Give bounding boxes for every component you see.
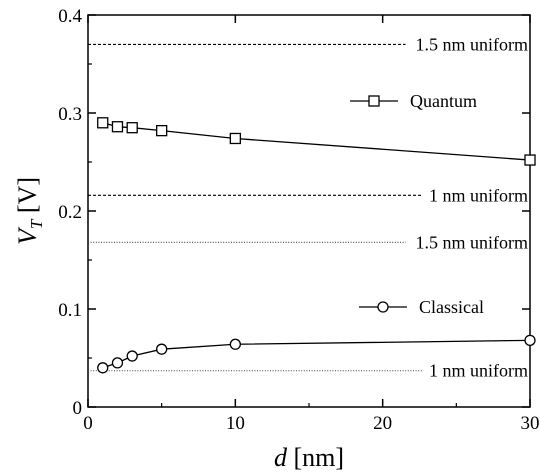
reference-line-label: 1 nm uniform xyxy=(429,361,528,381)
x-tick-label: 0 xyxy=(83,413,93,434)
y-tick-label: 0 xyxy=(73,398,83,419)
x-tick-label: 30 xyxy=(521,413,540,434)
legend-label: Quantum xyxy=(410,91,477,111)
y-axis-title: VT [V] xyxy=(13,177,46,245)
data-point xyxy=(97,362,109,374)
y-tick-label: 0.4 xyxy=(58,6,82,27)
x-tick-label: 10 xyxy=(226,413,245,434)
data-point xyxy=(126,122,138,134)
axis-ticks: 0 10 20 30 0 0.1 0.2 0.3 0.4 xyxy=(58,6,539,434)
y-tick-label: 0.3 xyxy=(58,104,82,125)
data-point xyxy=(156,124,168,137)
data-point xyxy=(111,121,124,133)
data-point xyxy=(126,350,138,362)
data-point xyxy=(524,334,536,347)
plot-frame xyxy=(87,14,531,408)
data-point xyxy=(156,343,168,355)
x-axis-title: d [nm] xyxy=(274,443,344,472)
reference-line-label: 1.5 nm uniform xyxy=(416,232,529,252)
data-point xyxy=(229,338,241,350)
data-point xyxy=(229,132,241,145)
data-point xyxy=(97,117,109,129)
data-point xyxy=(524,154,536,166)
reference-lines: 1.5 nm uniform 1 nm uniform 1.5 nm uniform… xyxy=(88,34,529,381)
legend-marker xyxy=(368,95,380,107)
legend-label: Classical xyxy=(419,297,484,317)
legend: Quantum Classical xyxy=(350,91,484,317)
series-layer xyxy=(97,117,536,374)
y-tick-label: 0.2 xyxy=(58,202,82,223)
legend-marker xyxy=(377,301,389,313)
data-point xyxy=(111,357,124,369)
reference-line-label: 1.5 nm uniform xyxy=(416,34,529,54)
x-tick-label: 20 xyxy=(373,413,392,434)
y-tick-label: 0.1 xyxy=(58,300,82,321)
reference-line-label: 1 nm uniform xyxy=(429,185,528,205)
